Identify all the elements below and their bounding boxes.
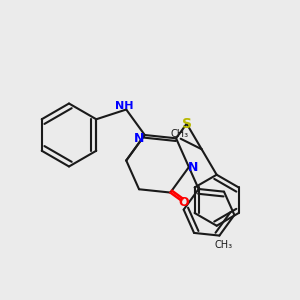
Text: S: S — [182, 117, 192, 131]
Text: CH₃: CH₃ — [170, 129, 188, 139]
Text: N: N — [188, 160, 199, 174]
Text: NH: NH — [116, 101, 134, 111]
Text: CH₃: CH₃ — [214, 240, 233, 250]
Text: N: N — [134, 131, 145, 145]
Text: O: O — [178, 196, 189, 209]
